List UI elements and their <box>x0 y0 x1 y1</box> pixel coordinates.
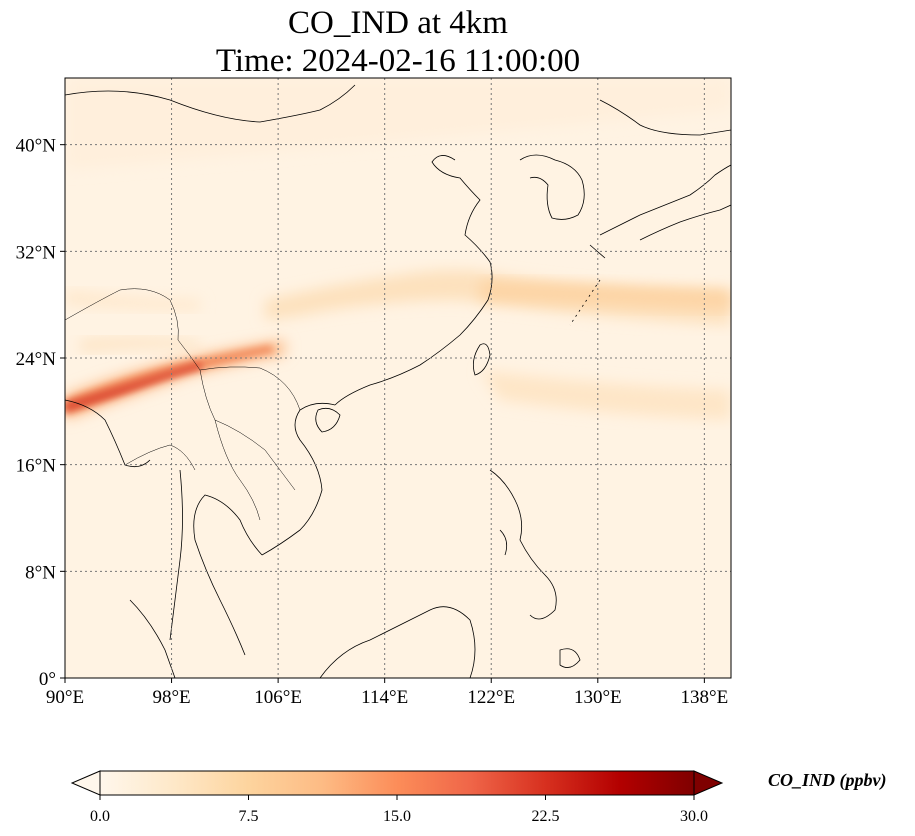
lat-tick-label: 40°N <box>16 136 57 157</box>
lon-tick-label: 130°E <box>574 687 622 708</box>
colorbar: 0.0 7.5 15.0 22.5 30.0 <box>70 770 724 825</box>
map-frame <box>64 77 732 679</box>
lat-tick-label: 16°N <box>16 456 57 477</box>
colorbar-extend-max <box>693 770 724 796</box>
country-borders <box>65 288 301 521</box>
lat-ticks: 0° 8°N 16°N 24°N 32°N 40°N <box>16 136 65 690</box>
colorbar-gradient <box>99 770 695 796</box>
lon-tick-label: 90°E <box>46 687 84 708</box>
concentration-field <box>65 78 731 420</box>
gridlines <box>65 78 731 678</box>
colorbar-label: CO_IND (ppbv) <box>768 770 887 790</box>
chart-title-line2: Time: 2024-02-16 11:00:00 <box>215 43 581 79</box>
colorbar-extend-min <box>70 770 101 796</box>
lon-tick-label: 114°E <box>361 687 408 708</box>
lon-tick-label: 138°E <box>681 687 729 708</box>
chart-title-line1: CO_IND at 4km <box>288 5 508 41</box>
colorbar-tick-label: 7.5 <box>239 808 259 825</box>
colorbar-tick-label: 15.0 <box>383 808 411 825</box>
colorbar-tick-label: 0.0 <box>90 808 110 825</box>
lon-tick-label: 106°E <box>254 687 302 708</box>
lat-tick-label: 24°N <box>16 349 57 370</box>
lon-tick-label: 122°E <box>467 687 515 708</box>
lat-tick-label: 0° <box>39 669 56 690</box>
colorbar-tick-label: 30.0 <box>680 808 708 825</box>
lon-tick-label: 98°E <box>152 687 190 708</box>
lat-tick-label: 32°N <box>16 242 57 263</box>
colorbar-tick-label: 22.5 <box>532 808 560 825</box>
lat-tick-label: 8°N <box>25 562 56 583</box>
lon-ticks: 90°E 98°E 106°E 114°E 122°E 130°E 138°E <box>46 678 728 708</box>
